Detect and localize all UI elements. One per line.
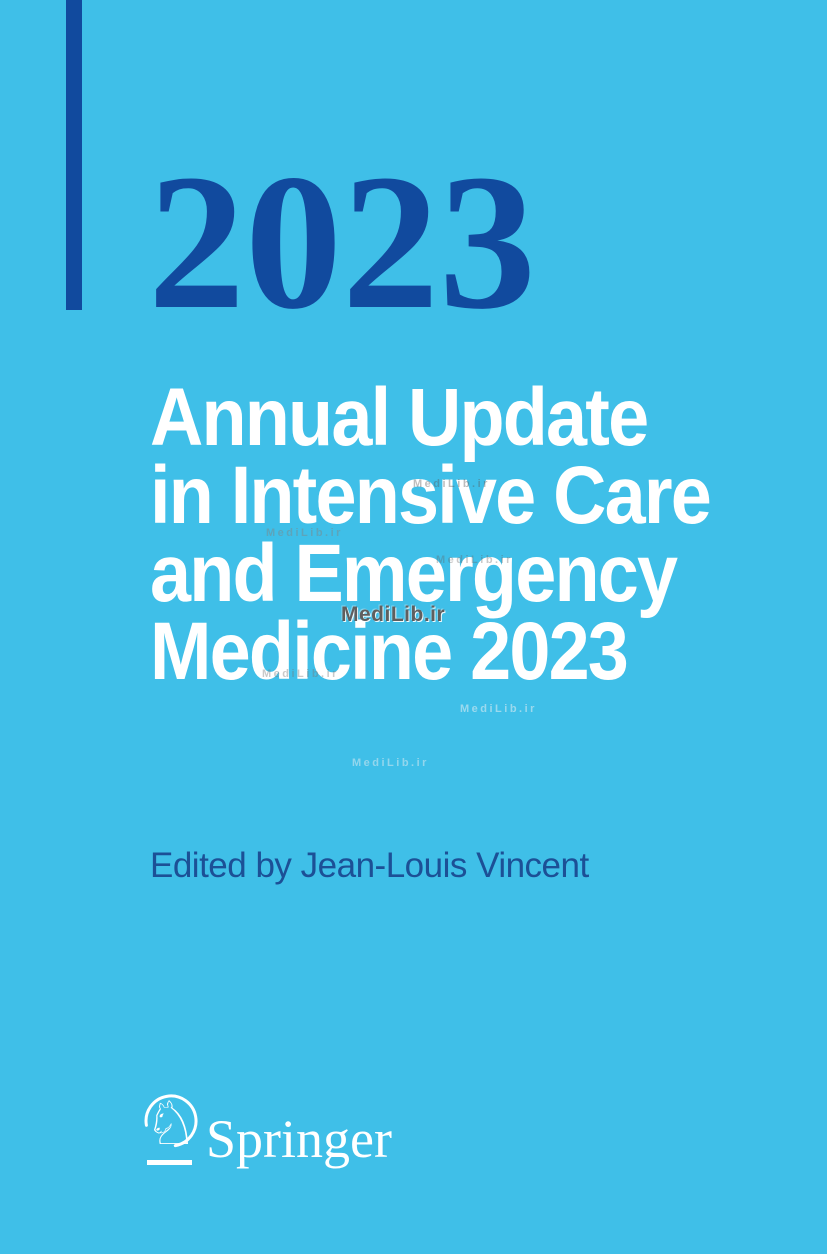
book-title: Annual Update in Intensive Care and Emer… xyxy=(150,372,772,697)
title-line-2: in Intensive Care xyxy=(150,450,712,541)
horse-circle-arc xyxy=(144,1094,198,1148)
watermark: MediLib.ir xyxy=(266,527,343,539)
watermark: MediLib.ir xyxy=(352,757,429,769)
year-text: 2023 xyxy=(148,134,536,349)
title-line-1: Annual Update xyxy=(150,372,649,463)
springer-horse-icon: ♘ xyxy=(142,1093,200,1155)
watermark: MediLib.ir xyxy=(460,703,537,715)
knight-glyph: ♘ xyxy=(144,1089,198,1159)
publisher-name: Springer xyxy=(206,1109,392,1169)
watermark: MediLib.ir xyxy=(436,554,513,566)
title-line-4: Medicine 2023 xyxy=(150,606,629,697)
editor-line: Edited by Jean-Louis Vincent xyxy=(150,846,589,885)
watermark: MediLib.ir xyxy=(262,668,339,680)
watermark: MediLib.ir xyxy=(413,478,490,490)
title-line-3: and Emergency xyxy=(150,528,678,619)
watermark-prominent: MediLib.ir xyxy=(341,603,446,626)
horse-underline xyxy=(147,1160,192,1165)
accent-bar xyxy=(66,0,82,310)
